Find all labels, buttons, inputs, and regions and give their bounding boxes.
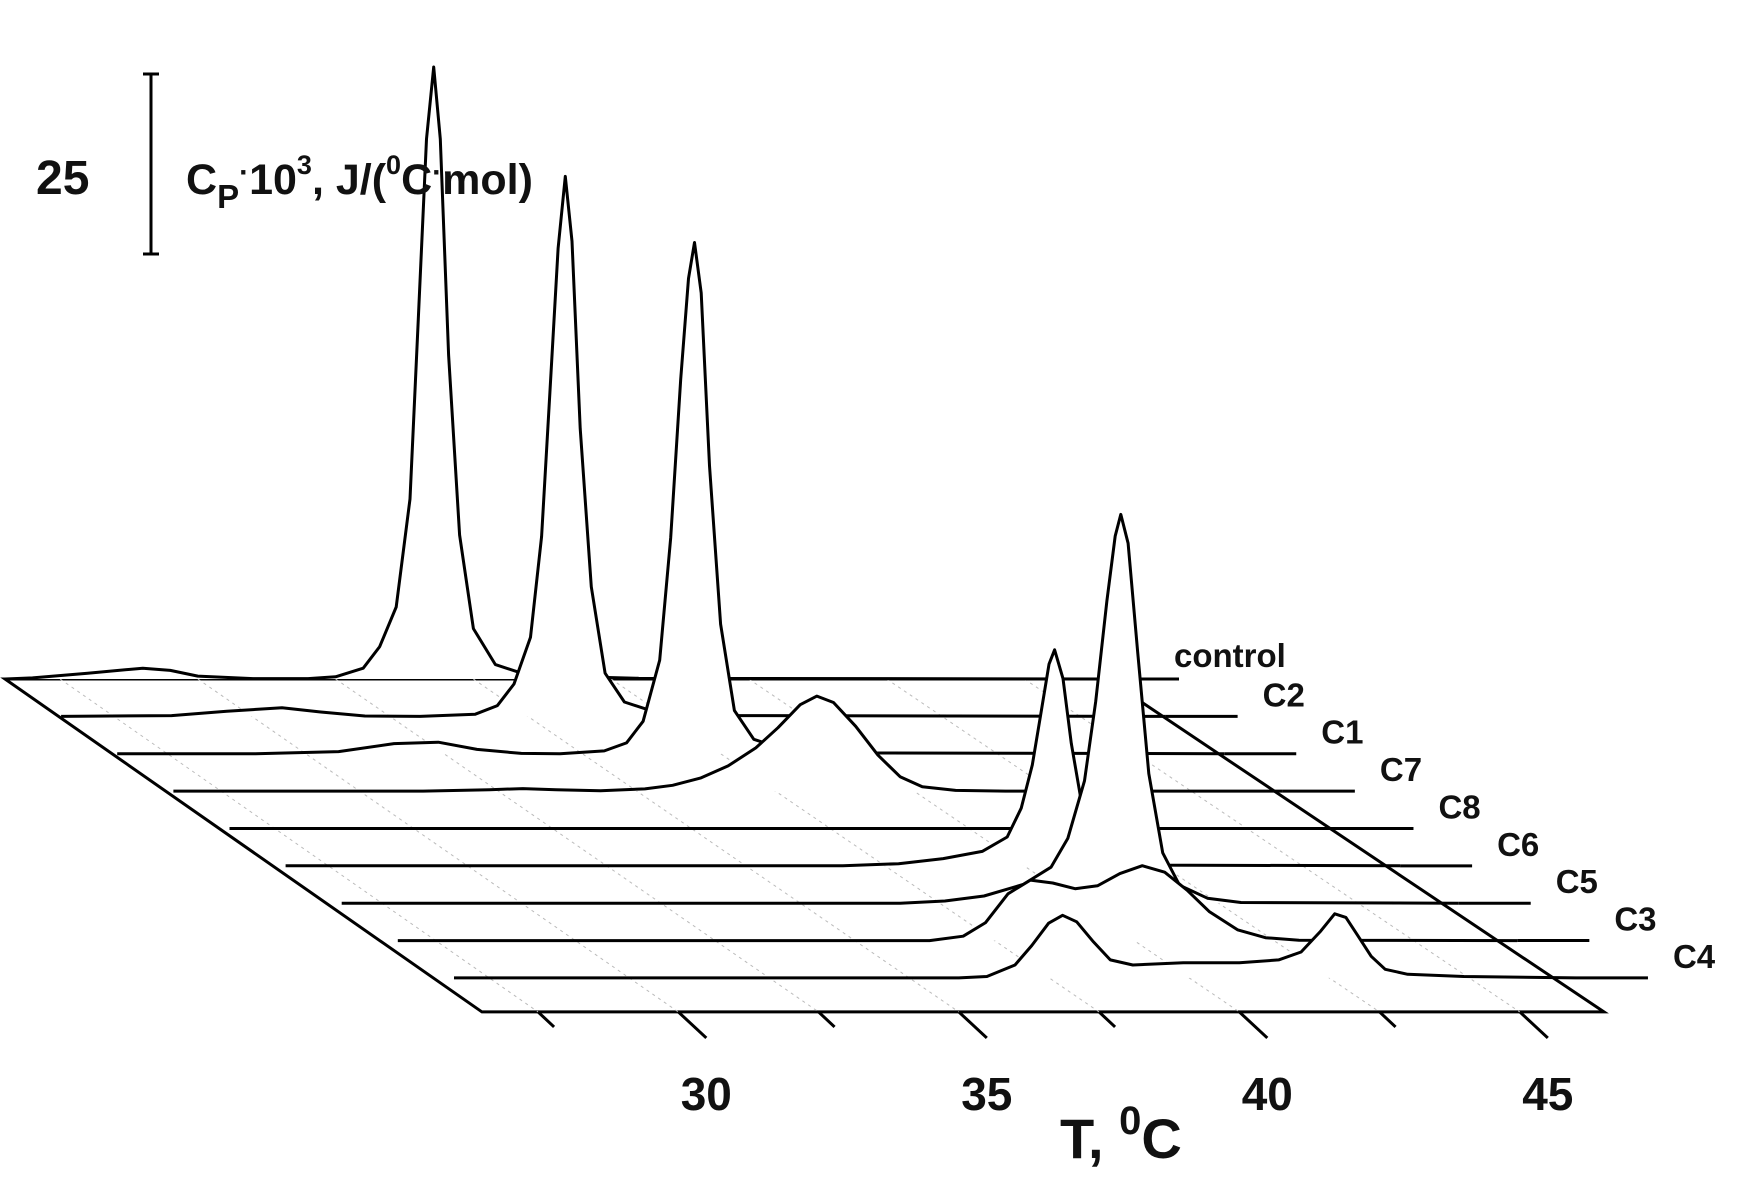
depth-grid-line xyxy=(886,678,1380,1013)
depth-grid-line xyxy=(473,678,960,1013)
x-minor-tick xyxy=(537,1010,556,1029)
series-label: C6 xyxy=(1497,826,1539,863)
x-tick-mark xyxy=(1238,1010,1269,1040)
series-label: C3 xyxy=(1614,901,1656,938)
series-fill-C7 xyxy=(173,696,1283,792)
series-curves xyxy=(4,65,1648,980)
x-tick-mark xyxy=(957,1010,988,1040)
series-label: C1 xyxy=(1321,714,1363,751)
series-line-C4 xyxy=(454,912,1577,980)
series-label: C8 xyxy=(1438,788,1480,825)
x-axis: 30 35 40 45 xyxy=(537,1010,1573,1120)
x-axis-title: T, 0C xyxy=(1060,1099,1182,1170)
series-label: control xyxy=(1174,637,1286,674)
series-fill-C2 xyxy=(61,176,1166,717)
series-line-C5 xyxy=(341,512,1459,905)
series-line-control xyxy=(4,65,1108,681)
scale-bar-value: 25 xyxy=(36,152,89,205)
series-label: C5 xyxy=(1556,863,1598,900)
series-line-C7 xyxy=(173,694,1283,793)
x-tick-label: 30 xyxy=(681,1068,732,1120)
x-tick-mark xyxy=(677,1010,708,1040)
depth-grid-line xyxy=(59,678,539,1013)
series-label: C7 xyxy=(1380,751,1422,788)
y-scale-indicator: 25 CP·103, J/(0C·mol) xyxy=(36,72,533,256)
x-tick-mark xyxy=(1518,1010,1549,1040)
x-tick-label: 40 xyxy=(1242,1068,1293,1120)
x-minor-tick xyxy=(1378,1010,1397,1029)
x-tick-label: 35 xyxy=(961,1068,1012,1120)
x-tick-label: 45 xyxy=(1522,1068,1573,1120)
series-line-C2 xyxy=(61,174,1166,718)
y-axis-unit-label: CP·103, J/(0C·mol) xyxy=(186,150,533,215)
series-line-C1 xyxy=(117,241,1225,756)
series-label: C4 xyxy=(1673,938,1716,975)
series-fill-C4 xyxy=(453,913,1577,978)
series-label: C2 xyxy=(1263,676,1305,713)
x-minor-tick xyxy=(817,1010,836,1029)
series-fill-C1 xyxy=(117,242,1225,754)
x-minor-tick xyxy=(1098,1010,1117,1029)
series-line-C3 xyxy=(397,864,1518,943)
